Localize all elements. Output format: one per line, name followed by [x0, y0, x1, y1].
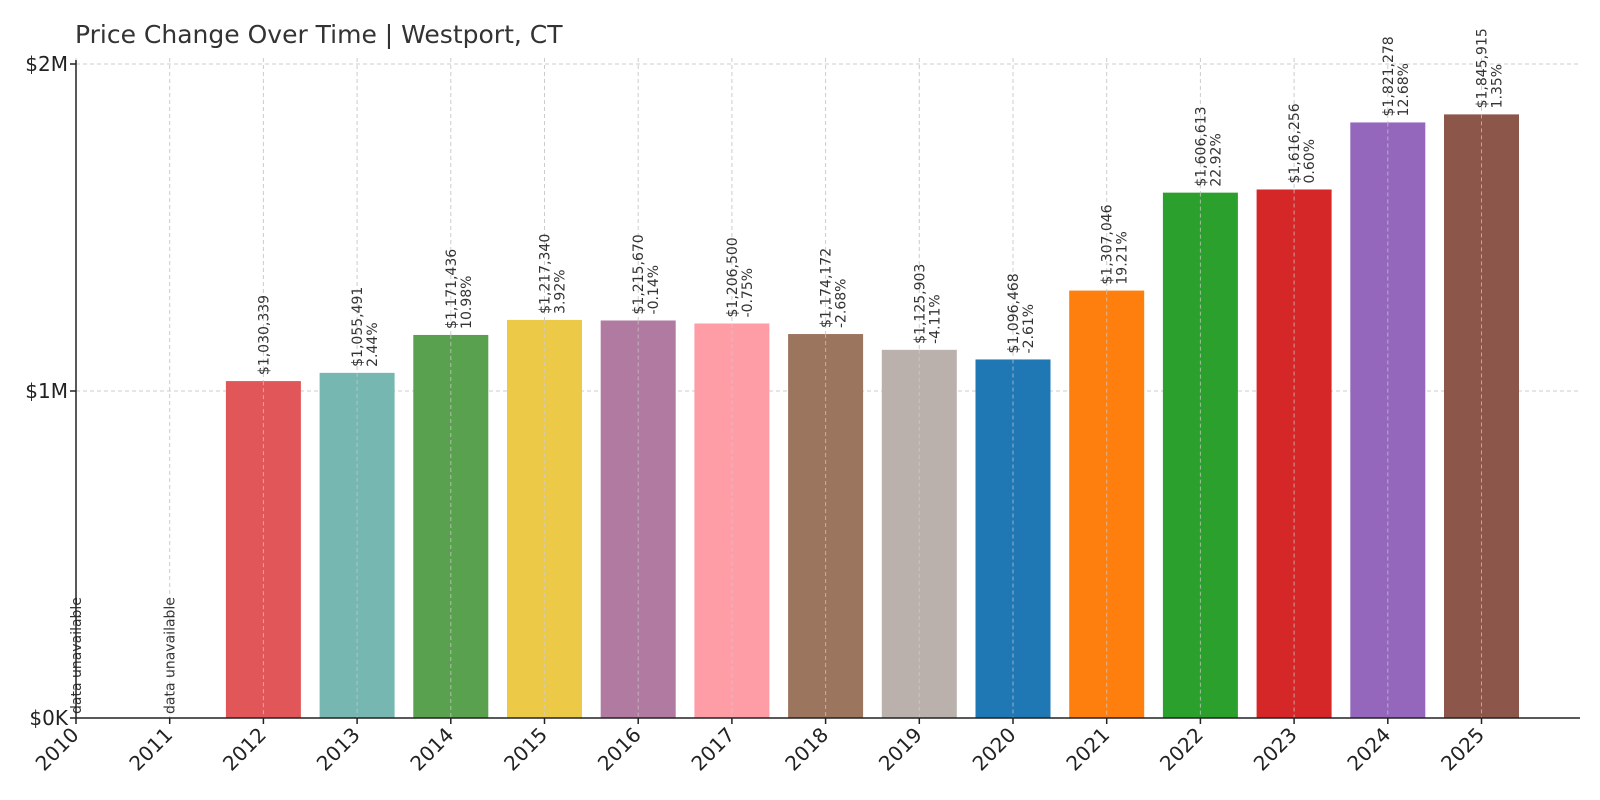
value-label-2025: $1,845,915 [1475, 28, 1491, 108]
value-label-2012: $1,030,339 [256, 295, 272, 375]
pct-label-2017: -0.75% [740, 268, 756, 318]
pct-label-2019: -4.11% [927, 294, 943, 344]
y-tick-label-2: $2M [25, 52, 68, 76]
x-tick-label-2013: 2013 [312, 723, 365, 776]
pct-label-2024: 12.68% [1396, 63, 1412, 116]
x-tick-label-2015: 2015 [499, 723, 552, 776]
bars [226, 114, 1519, 718]
value-label-2023: $1,616,256 [1287, 103, 1303, 183]
pct-label-2016: -0.14% [646, 265, 662, 315]
value-label-2015: $1,217,340 [538, 234, 554, 314]
pct-label-2023: 0.60% [1302, 139, 1318, 183]
pct-label-2015: 3.92% [553, 269, 569, 313]
value-label-2020: $1,096,468 [1006, 273, 1022, 353]
pct-label-2021: 19.21% [1115, 231, 1131, 284]
x-tick-label-2024: 2024 [1342, 723, 1395, 776]
pct-label-2020: -2.61% [1021, 304, 1037, 354]
pct-label-2013: 2.44% [365, 322, 381, 366]
x-tick-label-2010: 2010 [31, 723, 84, 776]
x-tick-label-2017: 2017 [686, 723, 739, 776]
x-tick-label-2019: 2019 [874, 723, 927, 776]
value-label-2021: $1,307,046 [1100, 204, 1116, 284]
value-label-2017: $1,206,500 [725, 237, 741, 317]
x-tick-label-2025: 2025 [1436, 723, 1489, 776]
chart-title: Price Change Over Time | Westport, CT [75, 20, 563, 49]
value-label-2014: $1,171,436 [444, 249, 460, 329]
x-tick-label-2012: 2012 [218, 723, 271, 776]
x-tick-label-2011: 2011 [124, 723, 177, 776]
x-tick-label-2020: 2020 [968, 723, 1021, 776]
pct-label-2014: 10.98% [459, 276, 475, 329]
unavailable-label-2011: data unavailable [163, 597, 179, 714]
pct-label-2025: 1.35% [1490, 64, 1506, 108]
x-tick-label-2021: 2021 [1061, 723, 1114, 776]
x-tick-label-2016: 2016 [593, 723, 646, 776]
y-tick-label-1: $1M [25, 379, 68, 403]
pct-label-2018: -2.68% [834, 279, 850, 329]
unavailable-label-2010: data unavailable [69, 597, 85, 714]
value-label-2018: $1,174,172 [819, 248, 835, 328]
value-label-2022: $1,606,613 [1193, 106, 1209, 186]
value-label-2013: $1,055,491 [350, 287, 366, 367]
pct-label-2022: 22.92% [1208, 133, 1224, 186]
value-label-2024: $1,821,278 [1381, 36, 1397, 116]
value-label-2016: $1,215,670 [631, 234, 647, 314]
bar-chart: Price Change Over Time | Westport, CT da… [0, 0, 1600, 800]
x-tick-label-2022: 2022 [1155, 723, 1208, 776]
value-label-2019: $1,125,903 [912, 264, 928, 344]
x-tick-label-2014: 2014 [405, 723, 458, 776]
x-tick-label-2018: 2018 [780, 723, 833, 776]
x-tick-label-2023: 2023 [1249, 723, 1302, 776]
